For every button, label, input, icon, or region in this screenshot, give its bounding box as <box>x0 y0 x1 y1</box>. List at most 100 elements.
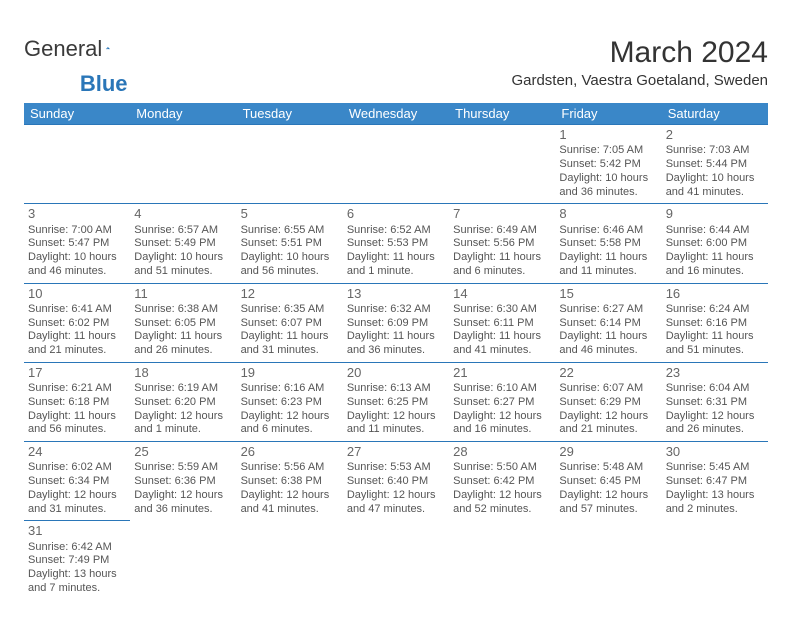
sunset-text: Sunset: 6:38 PM <box>241 475 339 489</box>
calendar-day-cell: 19Sunrise: 6:16 AMSunset: 6:23 PMDayligh… <box>237 362 343 441</box>
day-number: 24 <box>28 444 126 460</box>
daylight-text: and 1 minute. <box>347 265 445 279</box>
weekday-header: Wednesday <box>343 103 449 125</box>
calendar-empty-cell <box>449 125 555 204</box>
daylight-text: and 11 minutes. <box>347 423 445 437</box>
sunrise-text: Sunrise: 7:03 AM <box>666 144 764 158</box>
sunset-text: Sunset: 6:40 PM <box>347 475 445 489</box>
weekday-header: Friday <box>555 103 661 125</box>
daylight-text: Daylight: 11 hours <box>134 330 232 344</box>
day-number: 2 <box>666 127 764 143</box>
day-number: 6 <box>347 206 445 222</box>
sunrise-text: Sunrise: 6:16 AM <box>241 382 339 396</box>
sunset-text: Sunset: 6:07 PM <box>241 317 339 331</box>
daylight-text: and 26 minutes. <box>134 344 232 358</box>
daylight-text: and 51 minutes. <box>134 265 232 279</box>
sunrise-text: Sunrise: 6:49 AM <box>453 224 551 238</box>
sunrise-text: Sunrise: 5:56 AM <box>241 461 339 475</box>
sunset-text: Sunset: 6:14 PM <box>559 317 657 331</box>
daylight-text: and 36 minutes. <box>559 186 657 200</box>
daylight-text: and 36 minutes. <box>134 503 232 517</box>
daylight-text: and 41 minutes. <box>666 186 764 200</box>
day-number: 12 <box>241 286 339 302</box>
day-number: 20 <box>347 365 445 381</box>
day-number: 30 <box>666 444 764 460</box>
sunrise-text: Sunrise: 6:41 AM <box>28 303 126 317</box>
calendar-day-cell: 31Sunrise: 6:42 AMSunset: 7:49 PMDayligh… <box>24 521 130 600</box>
calendar-week-row: 17Sunrise: 6:21 AMSunset: 6:18 PMDayligh… <box>24 362 768 441</box>
day-number: 15 <box>559 286 657 302</box>
daylight-text: Daylight: 12 hours <box>134 410 232 424</box>
daylight-text: and 6 minutes. <box>241 423 339 437</box>
daylight-text: and 21 minutes. <box>28 344 126 358</box>
day-number: 22 <box>559 365 657 381</box>
daylight-text: and 51 minutes. <box>666 344 764 358</box>
sunrise-text: Sunrise: 6:44 AM <box>666 224 764 238</box>
daylight-text: Daylight: 12 hours <box>453 410 551 424</box>
calendar-empty-cell <box>662 521 768 600</box>
sunset-text: Sunset: 6:05 PM <box>134 317 232 331</box>
day-number: 8 <box>559 206 657 222</box>
daylight-text: Daylight: 12 hours <box>241 489 339 503</box>
sunrise-text: Sunrise: 6:38 AM <box>134 303 232 317</box>
calendar-day-cell: 23Sunrise: 6:04 AMSunset: 6:31 PMDayligh… <box>662 362 768 441</box>
daylight-text: and 52 minutes. <box>453 503 551 517</box>
sunset-text: Sunset: 6:00 PM <box>666 237 764 251</box>
sunrise-text: Sunrise: 6:10 AM <box>453 382 551 396</box>
day-number: 10 <box>28 286 126 302</box>
daylight-text: Daylight: 12 hours <box>559 489 657 503</box>
daylight-text: and 21 minutes. <box>559 423 657 437</box>
daylight-text: Daylight: 10 hours <box>666 172 764 186</box>
sunrise-text: Sunrise: 6:13 AM <box>347 382 445 396</box>
sunset-text: Sunset: 6:02 PM <box>28 317 126 331</box>
calendar-day-cell: 8Sunrise: 6:46 AMSunset: 5:58 PMDaylight… <box>555 204 661 283</box>
day-number: 3 <box>28 206 126 222</box>
daylight-text: and 36 minutes. <box>347 344 445 358</box>
calendar-empty-cell <box>130 125 236 204</box>
sunrise-text: Sunrise: 6:19 AM <box>134 382 232 396</box>
sunrise-text: Sunrise: 6:55 AM <box>241 224 339 238</box>
logo-text-2: Blue <box>80 71 128 97</box>
daylight-text: and 16 minutes. <box>666 265 764 279</box>
daylight-text: Daylight: 10 hours <box>134 251 232 265</box>
daylight-text: and 41 minutes. <box>453 344 551 358</box>
sunrise-text: Sunrise: 5:48 AM <box>559 461 657 475</box>
daylight-text: and 46 minutes. <box>559 344 657 358</box>
sunrise-text: Sunrise: 7:00 AM <box>28 224 126 238</box>
daylight-text: and 46 minutes. <box>28 265 126 279</box>
day-number: 14 <box>453 286 551 302</box>
calendar-day-cell: 4Sunrise: 6:57 AMSunset: 5:49 PMDaylight… <box>130 204 236 283</box>
calendar-day-cell: 1Sunrise: 7:05 AMSunset: 5:42 PMDaylight… <box>555 125 661 204</box>
sunset-text: Sunset: 6:18 PM <box>28 396 126 410</box>
daylight-text: and 16 minutes. <box>453 423 551 437</box>
calendar-day-cell: 26Sunrise: 5:56 AMSunset: 6:38 PMDayligh… <box>237 442 343 521</box>
calendar-table: SundayMondayTuesdayWednesdayThursdayFrid… <box>24 103 768 600</box>
sunset-text: Sunset: 6:20 PM <box>134 396 232 410</box>
daylight-text: Daylight: 11 hours <box>559 330 657 344</box>
calendar-empty-cell <box>449 521 555 600</box>
daylight-text: and 41 minutes. <box>241 503 339 517</box>
daylight-text: Daylight: 12 hours <box>347 489 445 503</box>
calendar-head: SundayMondayTuesdayWednesdayThursdayFrid… <box>24 103 768 125</box>
calendar-day-cell: 29Sunrise: 5:48 AMSunset: 6:45 PMDayligh… <box>555 442 661 521</box>
calendar-page: General March 2024 Gardsten, Vaestra Goe… <box>0 0 792 624</box>
daylight-text: and 56 minutes. <box>241 265 339 279</box>
sunset-text: Sunset: 6:36 PM <box>134 475 232 489</box>
sunset-text: Sunset: 6:16 PM <box>666 317 764 331</box>
daylight-text: and 6 minutes. <box>453 265 551 279</box>
sunset-text: Sunset: 7:49 PM <box>28 554 126 568</box>
calendar-day-cell: 22Sunrise: 6:07 AMSunset: 6:29 PMDayligh… <box>555 362 661 441</box>
sunset-text: Sunset: 6:27 PM <box>453 396 551 410</box>
calendar-empty-cell <box>555 521 661 600</box>
weekday-header: Tuesday <box>237 103 343 125</box>
calendar-day-cell: 7Sunrise: 6:49 AMSunset: 5:56 PMDaylight… <box>449 204 555 283</box>
sunset-text: Sunset: 6:11 PM <box>453 317 551 331</box>
sunrise-text: Sunrise: 7:05 AM <box>559 144 657 158</box>
location: Gardsten, Vaestra Goetaland, Sweden <box>511 72 768 89</box>
calendar-day-cell: 21Sunrise: 6:10 AMSunset: 6:27 PMDayligh… <box>449 362 555 441</box>
daylight-text: Daylight: 10 hours <box>559 172 657 186</box>
calendar-day-cell: 15Sunrise: 6:27 AMSunset: 6:14 PMDayligh… <box>555 283 661 362</box>
daylight-text: Daylight: 12 hours <box>241 410 339 424</box>
calendar-day-cell: 9Sunrise: 6:44 AMSunset: 6:00 PMDaylight… <box>662 204 768 283</box>
sunrise-text: Sunrise: 6:04 AM <box>666 382 764 396</box>
